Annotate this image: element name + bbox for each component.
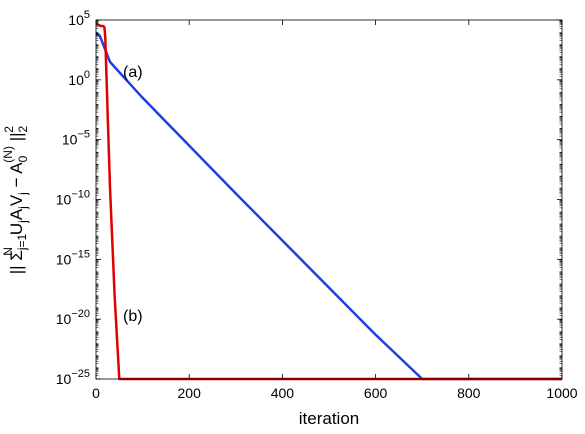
y-title-a: A bbox=[7, 208, 26, 220]
series-line-2 bbox=[95, 22, 562, 381]
annotation-b: (b) bbox=[123, 308, 143, 325]
y-title-close: || bbox=[7, 132, 26, 146]
y-title-v: V bbox=[7, 194, 26, 206]
series-layer bbox=[95, 22, 562, 381]
y-title-sup-norm: 2 bbox=[2, 126, 16, 133]
x-tick-label: 0 bbox=[92, 385, 100, 401]
y-tick-label: 10−10 bbox=[56, 189, 90, 208]
x-tick-label: 1000 bbox=[546, 385, 577, 401]
plot-frame bbox=[95, 19, 563, 380]
annotation-a: (a) bbox=[123, 64, 143, 81]
y-tick-label: 10−15 bbox=[56, 248, 90, 267]
x-tick-label: 200 bbox=[178, 385, 202, 401]
y-title-sub-norm: 2 bbox=[16, 125, 30, 132]
x-tick-label: 600 bbox=[364, 385, 388, 401]
label-layer: 0 200 400 600 800 1000 105 100 10−5 10−10 10−15 10−… bbox=[56, 9, 578, 401]
x-tick-label: 800 bbox=[457, 385, 481, 401]
y-title-minus: − A bbox=[7, 162, 26, 192]
y-title-sub-u: j bbox=[16, 220, 30, 224]
x-axis-title: iteration bbox=[299, 409, 359, 428]
y-title-open: || Σ bbox=[7, 250, 26, 274]
y-title-u: U bbox=[7, 223, 26, 235]
y-title-sub-sum: j=1 bbox=[15, 233, 29, 251]
x-tick-label: 400 bbox=[271, 385, 295, 401]
y-tick-label: 105 bbox=[68, 9, 90, 28]
y-title-sup-sum: N bbox=[1, 247, 15, 256]
y-title-sub-a0: 0 bbox=[16, 155, 30, 162]
y-tick-label: 100 bbox=[68, 69, 90, 88]
y-tick-label: 10−5 bbox=[62, 129, 90, 148]
y-axis-title: || Σj=1NUjAjVj − A0(N) ||22 bbox=[1, 125, 30, 274]
tick-layer bbox=[95, 19, 563, 380]
y-title-sup-a0: (N) bbox=[1, 146, 15, 163]
series-line-1 bbox=[95, 32, 562, 381]
y-tick-label: 10−25 bbox=[56, 368, 90, 387]
y-tick-label: 10−20 bbox=[56, 308, 90, 327]
y-title-sub-a: j bbox=[16, 206, 30, 210]
y-title-sub-v: j bbox=[16, 192, 30, 196]
